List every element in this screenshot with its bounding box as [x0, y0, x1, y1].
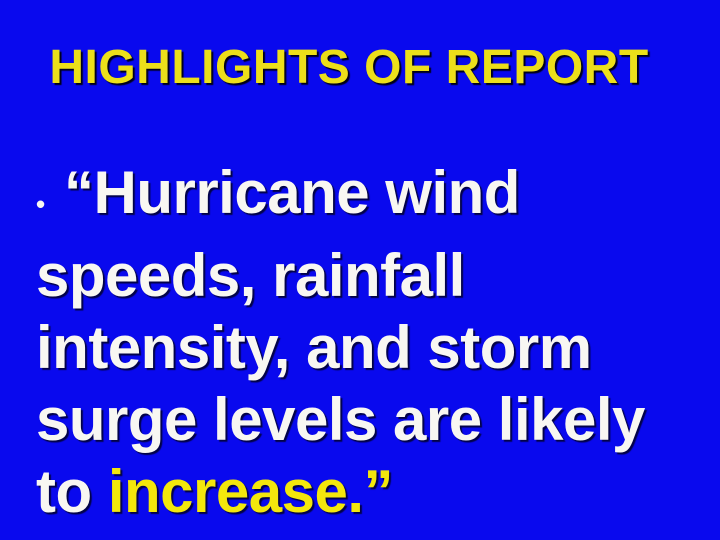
- body-line-5: to increase.”: [36, 456, 700, 528]
- slide-title: HIGHLIGHTS OF REPORT: [49, 41, 649, 94]
- body-line-2: speeds, rainfall: [36, 242, 465, 309]
- body-line-1-text: “Hurricane wind: [64, 159, 520, 226]
- body-line-4: surge levels are likely: [36, 386, 645, 453]
- body-line-3: intensity, and storm: [36, 314, 592, 381]
- body-text-block: • “Hurricane wind speeds, rainfall intens…: [36, 157, 700, 528]
- highlighted-word: increase.”: [107, 458, 394, 525]
- body-line-5-text: to: [36, 458, 108, 525]
- body-line-1: • “Hurricane wind: [36, 157, 700, 240]
- bullet-marker: •: [36, 189, 46, 219]
